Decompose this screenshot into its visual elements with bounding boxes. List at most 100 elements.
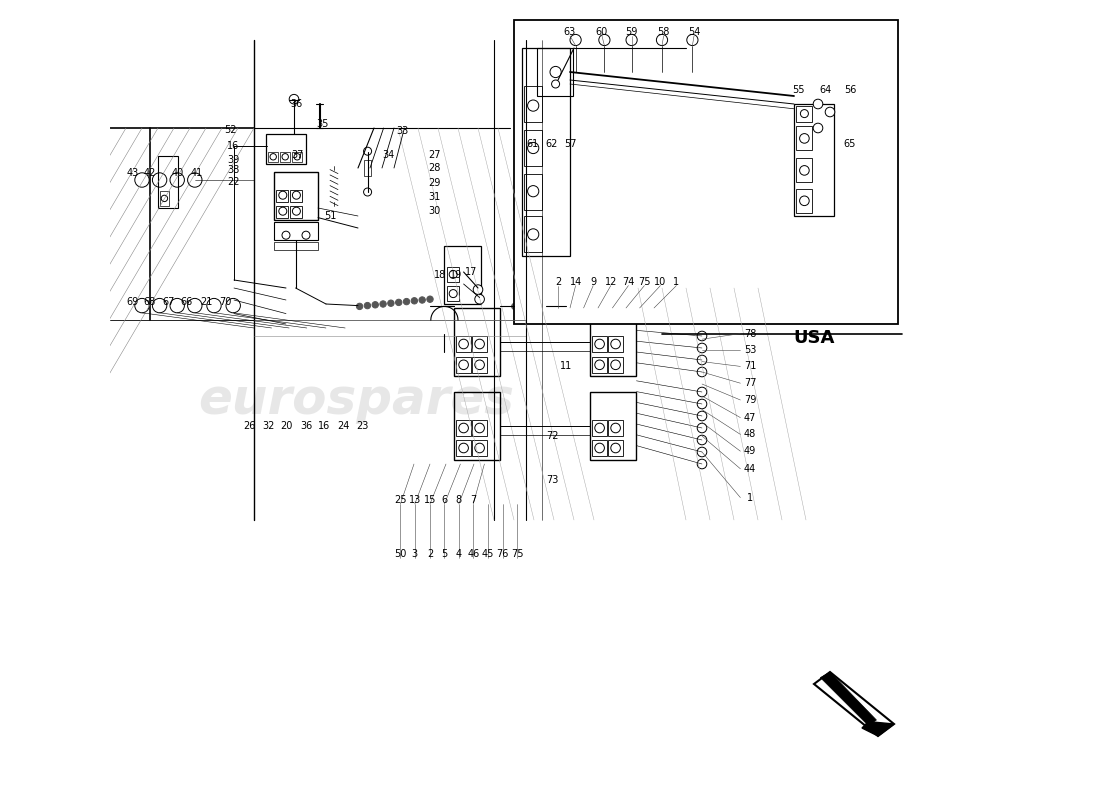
- Text: 3: 3: [411, 549, 418, 558]
- Bar: [472, 420, 487, 436]
- Bar: [274, 172, 318, 220]
- Circle shape: [525, 303, 531, 310]
- Text: 29: 29: [429, 178, 441, 188]
- Bar: [456, 420, 471, 436]
- Text: 63: 63: [564, 27, 576, 37]
- Text: 76: 76: [496, 549, 509, 558]
- Text: 46: 46: [468, 549, 480, 558]
- Circle shape: [542, 303, 549, 310]
- Text: 13: 13: [409, 495, 421, 505]
- Text: 7: 7: [470, 495, 476, 505]
- Text: 74: 74: [623, 277, 635, 286]
- Circle shape: [686, 34, 698, 46]
- Circle shape: [813, 99, 823, 109]
- Bar: [590, 308, 637, 376]
- Bar: [525, 130, 542, 166]
- Text: 20: 20: [279, 421, 293, 430]
- Bar: [293, 152, 303, 162]
- Circle shape: [153, 173, 167, 187]
- Text: 40: 40: [172, 168, 184, 178]
- Bar: [796, 126, 813, 150]
- Text: 8: 8: [455, 495, 462, 505]
- Bar: [444, 246, 481, 304]
- Text: 17: 17: [465, 267, 477, 277]
- Bar: [472, 357, 487, 373]
- Circle shape: [207, 298, 221, 313]
- Text: 42: 42: [144, 168, 156, 178]
- Text: 73: 73: [547, 475, 559, 485]
- Text: 24: 24: [338, 421, 350, 430]
- Circle shape: [387, 300, 394, 306]
- Text: 43: 43: [126, 168, 139, 178]
- Text: 64: 64: [820, 85, 832, 94]
- Bar: [593, 336, 607, 352]
- Text: 15: 15: [424, 495, 437, 505]
- Circle shape: [364, 147, 372, 155]
- Circle shape: [364, 188, 372, 196]
- Text: 50: 50: [394, 549, 407, 558]
- Bar: [290, 190, 303, 202]
- Text: 75: 75: [510, 549, 524, 558]
- Text: 62: 62: [546, 139, 558, 149]
- Circle shape: [697, 435, 707, 445]
- Text: 56: 56: [844, 85, 856, 94]
- Text: 28: 28: [429, 163, 441, 173]
- Text: 68: 68: [144, 298, 156, 307]
- Circle shape: [379, 301, 386, 307]
- Text: 60: 60: [596, 27, 608, 37]
- Bar: [608, 440, 623, 456]
- Circle shape: [516, 303, 522, 310]
- Text: 57: 57: [564, 139, 578, 149]
- Text: 79: 79: [744, 395, 756, 405]
- Text: eurospares: eurospares: [700, 178, 893, 206]
- Text: 69: 69: [126, 298, 139, 307]
- Bar: [276, 190, 288, 202]
- Bar: [447, 286, 459, 301]
- Circle shape: [697, 343, 707, 353]
- Circle shape: [419, 297, 426, 303]
- Text: eurospares: eurospares: [198, 376, 515, 424]
- Bar: [276, 206, 288, 218]
- Circle shape: [135, 298, 150, 313]
- Polygon shape: [814, 672, 894, 736]
- Circle shape: [356, 303, 363, 310]
- Circle shape: [697, 411, 707, 421]
- Text: 30: 30: [429, 206, 441, 216]
- Bar: [160, 191, 169, 206]
- Circle shape: [534, 303, 540, 310]
- Circle shape: [697, 423, 707, 433]
- Text: 61: 61: [526, 139, 539, 149]
- Text: 2: 2: [554, 277, 561, 286]
- Circle shape: [226, 298, 241, 313]
- Circle shape: [598, 34, 611, 46]
- Bar: [608, 336, 623, 352]
- Circle shape: [411, 298, 418, 304]
- Text: 19: 19: [450, 270, 462, 280]
- Text: 65: 65: [844, 139, 856, 149]
- Bar: [514, 20, 898, 324]
- Text: 58: 58: [658, 27, 670, 37]
- Text: 16: 16: [227, 141, 240, 150]
- Text: 27: 27: [429, 150, 441, 160]
- Text: 6: 6: [441, 495, 448, 505]
- Circle shape: [135, 173, 150, 187]
- Text: 53: 53: [744, 346, 756, 355]
- Circle shape: [825, 107, 835, 117]
- Text: 55: 55: [792, 85, 804, 94]
- Bar: [608, 357, 623, 373]
- Circle shape: [697, 331, 707, 341]
- Text: 36: 36: [290, 99, 303, 109]
- Text: 32: 32: [262, 421, 275, 430]
- Circle shape: [626, 34, 637, 46]
- Bar: [290, 206, 303, 218]
- Text: 25: 25: [394, 495, 407, 505]
- Text: 9: 9: [590, 277, 596, 286]
- Text: 34: 34: [383, 150, 395, 160]
- Text: 18: 18: [433, 270, 446, 280]
- Text: 23: 23: [355, 421, 368, 430]
- Circle shape: [529, 303, 536, 310]
- Bar: [522, 48, 570, 256]
- Circle shape: [512, 303, 518, 310]
- Circle shape: [404, 298, 409, 305]
- Text: 45: 45: [482, 549, 494, 558]
